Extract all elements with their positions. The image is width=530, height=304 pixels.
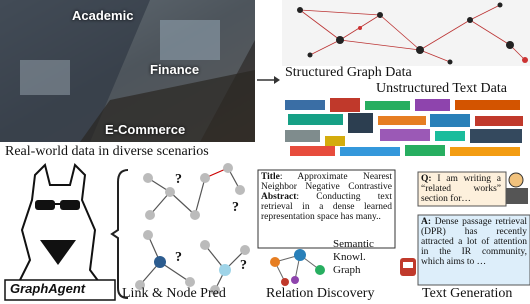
question-mark: ? bbox=[175, 250, 182, 266]
arrow bbox=[257, 76, 280, 84]
question-label: Q: bbox=[421, 174, 432, 184]
paper-title: Approximate Nearest Neighbor Negative Co… bbox=[261, 172, 392, 192]
answer: A: Dense passage retrieval (DPR) has rec… bbox=[421, 217, 527, 267]
paper-text: Title: Approximate Nearest Neighbor Nega… bbox=[261, 172, 392, 222]
scenario-label: E-Commerce bbox=[105, 122, 185, 137]
caption: Unstructured Text Data bbox=[376, 81, 507, 97]
answer-text: Dense passage retrieval (DPR) has recent… bbox=[421, 217, 527, 267]
graph-image bbox=[282, 0, 530, 66]
question-mark: ? bbox=[175, 172, 182, 188]
link-pred-graphs bbox=[135, 163, 250, 295]
caption: Link & Node Pred bbox=[122, 286, 226, 302]
abstract-label: Abstract bbox=[261, 192, 296, 202]
caption: Structured Graph Data bbox=[285, 65, 412, 81]
bracket bbox=[112, 170, 128, 298]
figure: Academic Finance E-Commerce Real-world d… bbox=[0, 0, 530, 304]
scenario-label: Finance bbox=[150, 62, 199, 77]
answer-label: A: bbox=[421, 217, 431, 227]
scenario-label: Academic bbox=[72, 8, 133, 23]
title-label: Title bbox=[261, 172, 280, 182]
caption: Text Generation bbox=[422, 286, 512, 302]
question-text: I am writing a “related works” section f… bbox=[421, 174, 501, 204]
knowledge-graph bbox=[270, 249, 325, 286]
agent-name: GraphAgent bbox=[10, 281, 85, 296]
llama-logo bbox=[5, 165, 115, 300]
caption: Relation Discovery bbox=[266, 286, 374, 302]
word-cloud bbox=[282, 96, 527, 158]
caption: Real-world data in diverse scenarios bbox=[5, 144, 209, 160]
question-mark: ? bbox=[240, 258, 247, 274]
question: Q: I am writing a “related works” sectio… bbox=[421, 174, 501, 204]
graph-label: Semantic Knowl. Graph bbox=[333, 238, 383, 277]
question-mark: ? bbox=[232, 200, 239, 216]
